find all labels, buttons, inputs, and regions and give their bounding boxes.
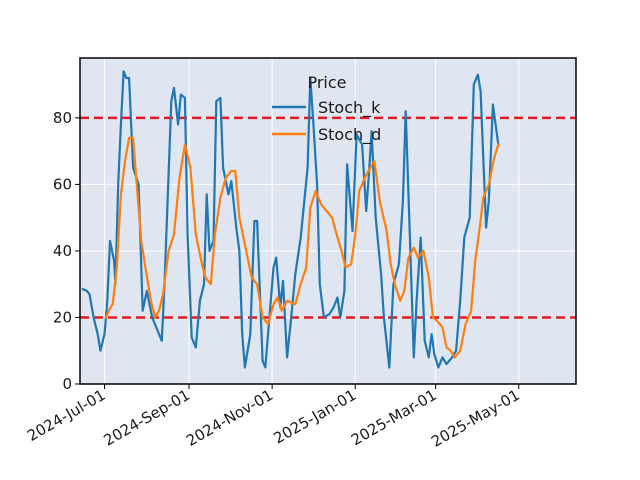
y-tick-label: 60 bbox=[53, 175, 72, 193]
x-tick-label: 2025-Mar-01 bbox=[348, 386, 440, 449]
x-tick-label: 2024-Nov-01 bbox=[183, 386, 276, 450]
x-tick-label: 2024-Sep-01 bbox=[101, 386, 193, 450]
legend-label-stoch-d: Stoch_d bbox=[318, 125, 381, 145]
x-tick-label: 2025-May-01 bbox=[428, 386, 523, 451]
x-tick-label: 2025-Jan-01 bbox=[271, 386, 360, 448]
gridlines bbox=[80, 58, 576, 385]
series-line-stoch-d bbox=[104, 136, 500, 359]
legend-title: Price bbox=[307, 73, 346, 92]
y-tick-label: 80 bbox=[53, 109, 72, 127]
y-tick-label: 40 bbox=[53, 242, 72, 260]
legend: Price Stoch_k Stoch_d bbox=[272, 73, 381, 145]
x-axis: 2024-Jul-012024-Sep-012024-Nov-012025-Ja… bbox=[24, 384, 523, 451]
x-tick-label: 2024-Jul-01 bbox=[24, 386, 108, 445]
y-axis: 0 20 40 60 80 bbox=[53, 109, 80, 393]
legend-label-stoch-k: Stoch_k bbox=[318, 98, 381, 118]
y-tick-label: 20 bbox=[53, 308, 72, 326]
plot-frame bbox=[79, 57, 577, 385]
series-lines bbox=[81, 70, 500, 369]
y-tick-label: 0 bbox=[62, 375, 72, 393]
